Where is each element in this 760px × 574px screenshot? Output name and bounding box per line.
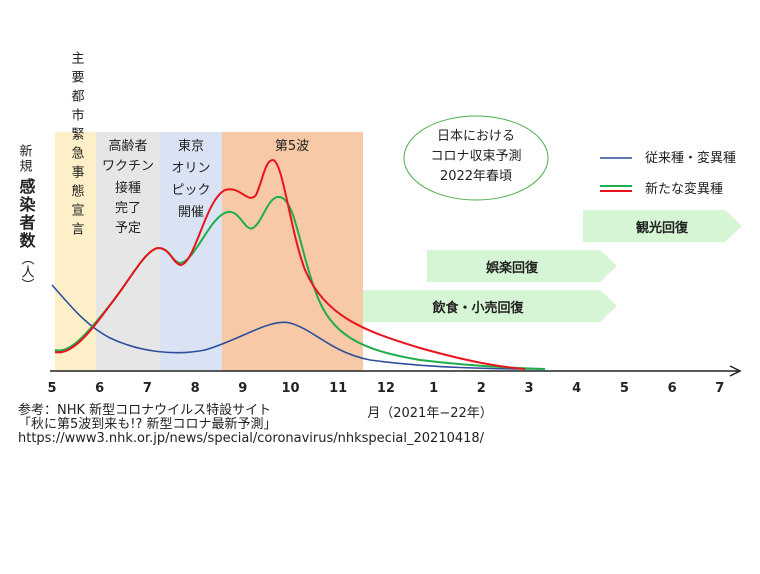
legend-label: 新たな変異種 <box>645 181 723 197</box>
curve-conventional <box>51 284 546 370</box>
recovery-arrow <box>583 210 742 242</box>
recovery-label: 観光回復 <box>635 220 689 236</box>
recovery-arrow <box>427 250 617 282</box>
x-tick-label: 8 <box>191 381 200 396</box>
vaccine-label: 予定 <box>115 221 141 236</box>
forecast-text: 2022年春頃 <box>440 169 512 184</box>
x-label: 月（2021年−22年） <box>367 406 493 421</box>
x-tick-label: 6 <box>95 381 104 396</box>
y-label: 感染者数 <box>17 177 37 250</box>
curve-new-variant-red <box>54 158 526 370</box>
x-tick-label: 5 <box>47 381 56 396</box>
forecast-bubble <box>403 115 549 201</box>
band-olympics <box>160 132 222 371</box>
y-label-unit: （人） <box>19 252 35 291</box>
olympics-label: 開催 <box>178 205 204 220</box>
x-tick-label: 1 <box>429 381 438 396</box>
x-tick-label: 6 <box>668 381 677 396</box>
recovery-label: 娯楽回復 <box>486 260 539 276</box>
x-tick-label: 10 <box>281 381 299 396</box>
forecast-text: 日本における <box>437 129 515 144</box>
vaccine-label: ワクチン <box>102 159 154 174</box>
recovery-label: 飲食・小売回復 <box>431 300 524 316</box>
vaccine-label: 完了 <box>115 201 141 216</box>
source: 参考：NHK 新型コロナウイルス特設サイト <box>18 402 271 418</box>
source: 「秋に第5波到来も!? 新型コロナ最新予測」 <box>18 416 277 432</box>
x-tick-label: 2 <box>477 381 486 396</box>
source-url: https://www3.nhk.or.jp/news/special/coro… <box>18 431 485 446</box>
x-tick-label: 3 <box>524 381 533 396</box>
band-wave5 <box>222 132 363 371</box>
olympics-label: ピック <box>171 183 210 198</box>
vaccine-label: 接種 <box>115 180 141 196</box>
olympics-label: オリン <box>171 161 210 176</box>
x-axis-arrow <box>729 365 742 377</box>
vaccine-label: 高齢者 <box>108 138 147 154</box>
band-labels: 主要都市緊急事態宣言 高齢者 ワクチン 接種 完了 予定 東京 オリン ピック … <box>69 51 310 241</box>
x-tick-label: 9 <box>238 381 247 396</box>
forecast-text: コロナ収束予測 <box>430 149 521 164</box>
x-tick-label: 7 <box>143 381 152 396</box>
x-ticks: 5 6 7 8 9 10 11 12 1 2 3 4 5 6 7 <box>47 381 724 396</box>
band-vaccine <box>96 132 160 371</box>
x-tick-label: 12 <box>377 381 395 396</box>
olympics-label: 東京 <box>178 138 204 154</box>
y-label: 新規 <box>17 143 33 174</box>
x-tick-label: 7 <box>715 381 724 396</box>
legend-label: 従来種・変異種 <box>645 150 736 166</box>
x-tick-label: 5 <box>620 381 629 396</box>
x-tick-label: 4 <box>572 381 581 396</box>
wave5-label: 第5波 <box>275 139 309 154</box>
recovery-arrow <box>363 290 617 322</box>
emergency-label: 主要都市緊急事態宣言 <box>69 51 85 241</box>
x-tick-label: 11 <box>329 381 347 396</box>
